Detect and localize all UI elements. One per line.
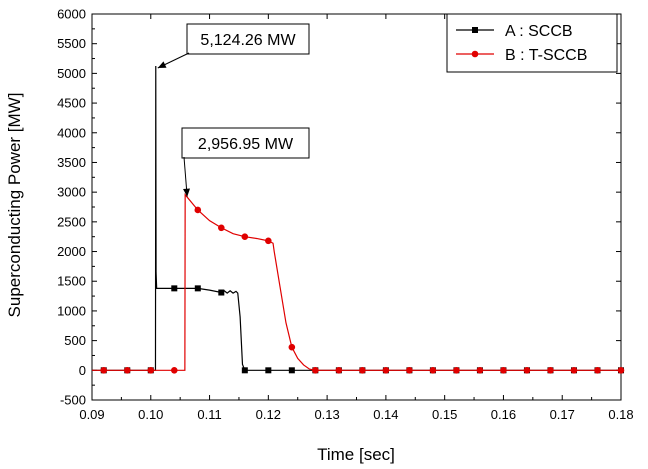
legend-box (446, 13, 618, 73)
x-tick-label: 0.10 (138, 407, 163, 422)
y-tick-label: 0 (79, 363, 86, 378)
x-tick-label: 0.17 (550, 407, 575, 422)
series-b-marker (523, 367, 531, 374)
annotation-1: 5,124.26 MW (157, 23, 310, 69)
series-a-marker (265, 367, 272, 374)
x-tick-label: 0.13 (314, 407, 339, 422)
y-tick-label: 1000 (57, 303, 86, 318)
annotation-text: 2,956.95 MW (198, 136, 294, 153)
legend-series-a-marker (472, 27, 478, 33)
series-b-marker (123, 367, 131, 374)
series-a (92, 66, 624, 374)
annotation-text: 5,124.26 MW (200, 32, 296, 49)
legend-series-b: B : T-SCCB (456, 47, 587, 64)
series-a-marker (171, 285, 178, 292)
series-a-marker (241, 367, 248, 374)
legend: A : SCCB B : T-SCCB (446, 13, 618, 73)
annotation-box (181, 127, 310, 159)
legend-series-b-label: B : T-SCCB (505, 47, 587, 64)
y-tick-label: 500 (64, 333, 86, 348)
annotation-layer: 5,124.26 MW 2,956.95 MW (157, 23, 310, 197)
series-b-marker (265, 237, 272, 245)
series-b-marker (547, 367, 554, 374)
annotation-2: 2,956.95 MW (181, 127, 310, 197)
x-axis-title: Time [sec] (317, 445, 395, 464)
series-b-marker (476, 367, 484, 374)
x-tick-label: 0.09 (79, 407, 104, 422)
series-b-marker (617, 367, 625, 374)
y-tick-label: 2000 (57, 244, 86, 259)
series-b-marker (406, 367, 413, 374)
y-tick-label: 3500 (57, 155, 86, 170)
annotation-box (186, 23, 310, 55)
y-tick-label: 3000 (57, 185, 86, 200)
series-b-marker (382, 367, 390, 374)
series-a-marker (218, 289, 225, 296)
series-b-marker (335, 367, 343, 374)
y-tick-label: 4000 (57, 125, 86, 140)
series-a-marker (288, 367, 295, 374)
series-b-marker (570, 367, 578, 374)
series-b-marker (100, 367, 108, 374)
y-tick-label: 5500 (57, 36, 86, 51)
y-tick-label: -500 (60, 393, 86, 408)
y-tick-label: 6000 (57, 7, 86, 22)
y-tick-label: 5000 (57, 66, 86, 81)
series-b-marker (147, 367, 155, 374)
x-tick-label: 0.16 (491, 407, 516, 422)
x-tick-label: 0.11 (197, 407, 221, 422)
series-b-marker (359, 367, 366, 374)
annotation-arrow-head (157, 61, 167, 69)
series-b-marker (453, 367, 460, 374)
x-tick-label: 0.18 (608, 407, 633, 422)
annotation-arrow-head (183, 188, 191, 197)
x-axis-ticks: 0.09 0.10 0.11 0.12 0.13 0.14 0.15 0.16 0.17 0.18 (79, 14, 634, 422)
legend-series-a-label: A : SCCB (505, 23, 573, 40)
series-b-line (92, 193, 621, 371)
series-b-marker (194, 206, 202, 214)
series-b-marker (218, 224, 225, 232)
x-tick-label: 0.15 (432, 407, 457, 422)
y-axis-title: Superconducting Power [MW] (5, 93, 24, 318)
series-b-marker (594, 367, 601, 374)
series-b-marker (288, 343, 296, 351)
series-b-marker (429, 367, 437, 374)
y-tick-label: 1500 (57, 274, 86, 289)
legend-series-b-marker (471, 50, 479, 58)
series-b-marker (241, 233, 249, 240)
series-b (92, 193, 625, 374)
y-tick-label: 2500 (57, 214, 86, 229)
y-tick-label: 4500 (57, 96, 86, 111)
series-a-line (92, 66, 621, 371)
legend-series-a: A : SCCB (456, 23, 573, 40)
y-axis-ticks: -500 0 500 1000 1500 2000 2500 3000 3500 4000 4500… (57, 7, 621, 408)
x-tick-label: 0.12 (256, 407, 281, 422)
series-a-marker (194, 285, 201, 292)
series-layer (92, 66, 625, 374)
x-tick-label: 0.14 (373, 407, 398, 422)
series-b-marker (170, 367, 178, 374)
series-b-marker (312, 367, 319, 374)
series-b-marker (500, 367, 507, 374)
